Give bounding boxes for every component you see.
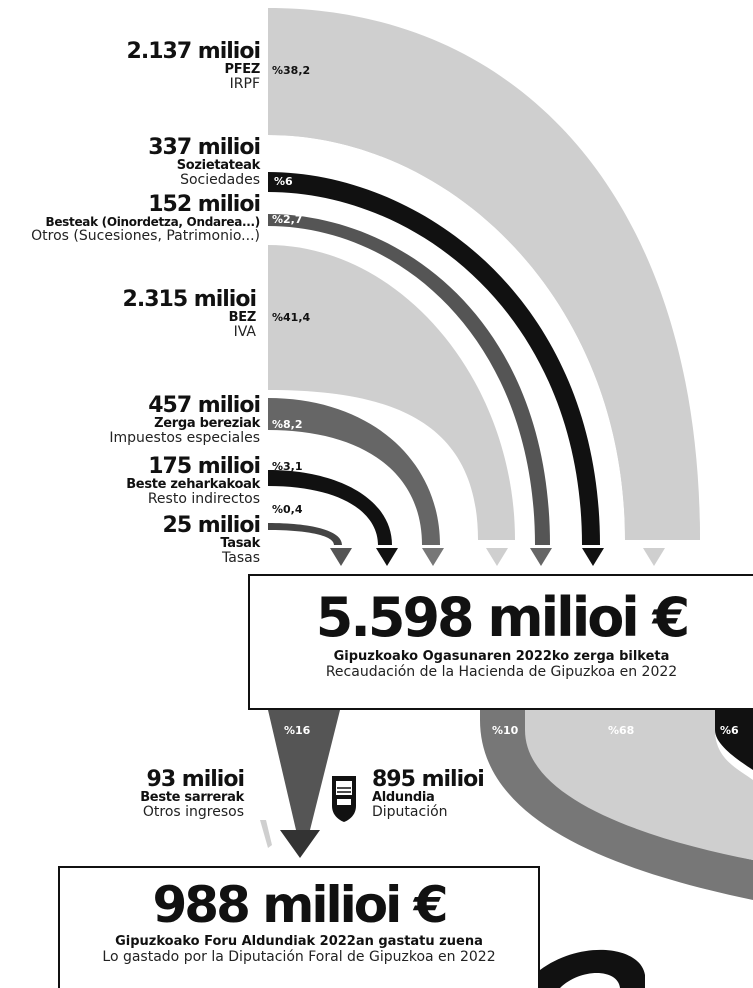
pct-besteak: %2,7 [272, 213, 303, 226]
flow-out-10 [480, 710, 753, 900]
input-amount: 895 milioi [372, 767, 485, 792]
pct-zerga-bereziak: %8,2 [272, 418, 303, 431]
flow-bottom-arc [540, 949, 645, 988]
spending-eu: Gipuzkoako Foru Aldundiak 2022an gastatu… [115, 934, 483, 949]
source-eu: Sozietateak [176, 158, 261, 174]
source-es: Sociedades [180, 171, 260, 188]
source-amount: 152 milioi [148, 192, 261, 217]
pct-tasak: %0,4 [272, 503, 303, 516]
pct-out-6: %6 [720, 724, 739, 737]
pct-bez: %41,4 [272, 311, 311, 324]
source-es: Resto indirectos [147, 490, 260, 507]
source-es: Impuestos especiales [109, 429, 260, 446]
source-eu: BEZ [228, 310, 257, 326]
source-eu: Beste zeharkakoak [126, 477, 260, 493]
input-eu: Beste sarrerak [140, 790, 244, 806]
source-label-sozietateak: 337 milioi Sozietateak Sociedades [148, 135, 261, 188]
input-amount: 93 milioi [146, 767, 245, 792]
flow-beste-zeharkakoak [268, 470, 392, 545]
source-eu: Besteak (Oinordetza, Ondarea...) [45, 215, 261, 230]
source-es: IVA [233, 323, 256, 340]
total-amount: 5.598 milioi € [315, 586, 690, 649]
pct-out-68: %68 [608, 724, 635, 737]
source-es: IRPF [229, 75, 260, 92]
source-amount: 25 milioi [162, 513, 261, 538]
source-es: Otros (Sucesiones, Patrimonio...) [31, 227, 260, 244]
source-amount: 337 milioi [148, 135, 261, 160]
input-es: Diputación [372, 803, 448, 820]
flow-out-68 [525, 710, 753, 860]
pct-pfez: %38,2 [272, 64, 311, 77]
flow-bez [268, 245, 515, 540]
source-amount: 2.315 milioi [122, 287, 257, 312]
source-amount: 175 milioi [148, 454, 261, 479]
input-es: Otros ingresos [142, 803, 244, 820]
source-amount: 457 milioi [148, 393, 261, 418]
source-label-tasak: 25 milioi Tasak Tasas [162, 513, 261, 566]
total-collection-box: 5.598 milioi € Gipuzkoako Ogasunaren 202… [248, 574, 753, 710]
source-amount: 2.137 milioi [126, 39, 261, 64]
spending-es: Lo gastado por la Diputación Foral de Gi… [102, 949, 496, 965]
pct-sozietateak: %6 [274, 175, 293, 188]
source-label-beste-zeharkakoak: 175 milioi Beste zeharkakoak Resto indir… [126, 454, 261, 507]
source-label-zerga-bereziak: 457 milioi Zerga bereziak Impuestos espe… [109, 393, 261, 446]
source-label-besteak: 152 milioi Besteak (Oinordetza, Ondarea.… [31, 192, 261, 244]
flow-out-16 [268, 710, 340, 830]
shield-icon [332, 776, 356, 822]
flow-other-income [260, 820, 272, 848]
pct-beste-zeharkakoak: %3,1 [272, 460, 303, 473]
pct-out-16: %16 [284, 724, 311, 737]
flow-tasak [268, 523, 342, 545]
flow-zerga-bereziak [268, 398, 440, 545]
source-label-bez: 2.315 milioi BEZ IVA [122, 287, 257, 340]
arrowheads [330, 548, 665, 566]
input-label-other: 93 milioi Beste sarrerak Otros ingresos [140, 767, 245, 820]
input-eu: Aldundia [372, 790, 435, 806]
source-eu: PFEZ [224, 62, 260, 78]
flow-out-6 [715, 710, 753, 770]
total-es: Recaudación de la Hacienda de Gipuzkoa e… [325, 664, 678, 680]
total-eu: Gipuzkoako Ogasunaren 2022ko zerga bilke… [333, 649, 670, 664]
source-label-pfez: 2.137 milioi PFEZ IRPF [126, 39, 261, 92]
spending-amount: 988 milioi € [152, 876, 449, 934]
pct-out-10: %10 [492, 724, 519, 737]
spending-box: 988 milioi € Gipuzkoako Foru Aldundiak 2… [58, 866, 540, 988]
source-eu: Tasak [220, 536, 260, 552]
source-es: Tasas [222, 549, 260, 566]
arrow-out-16 [280, 830, 320, 858]
flow-pfez-fill [268, 8, 700, 540]
input-label-aldundia: 895 milioi Aldundia Diputación [372, 767, 485, 820]
source-eu: Zerga bereziak [154, 416, 260, 432]
